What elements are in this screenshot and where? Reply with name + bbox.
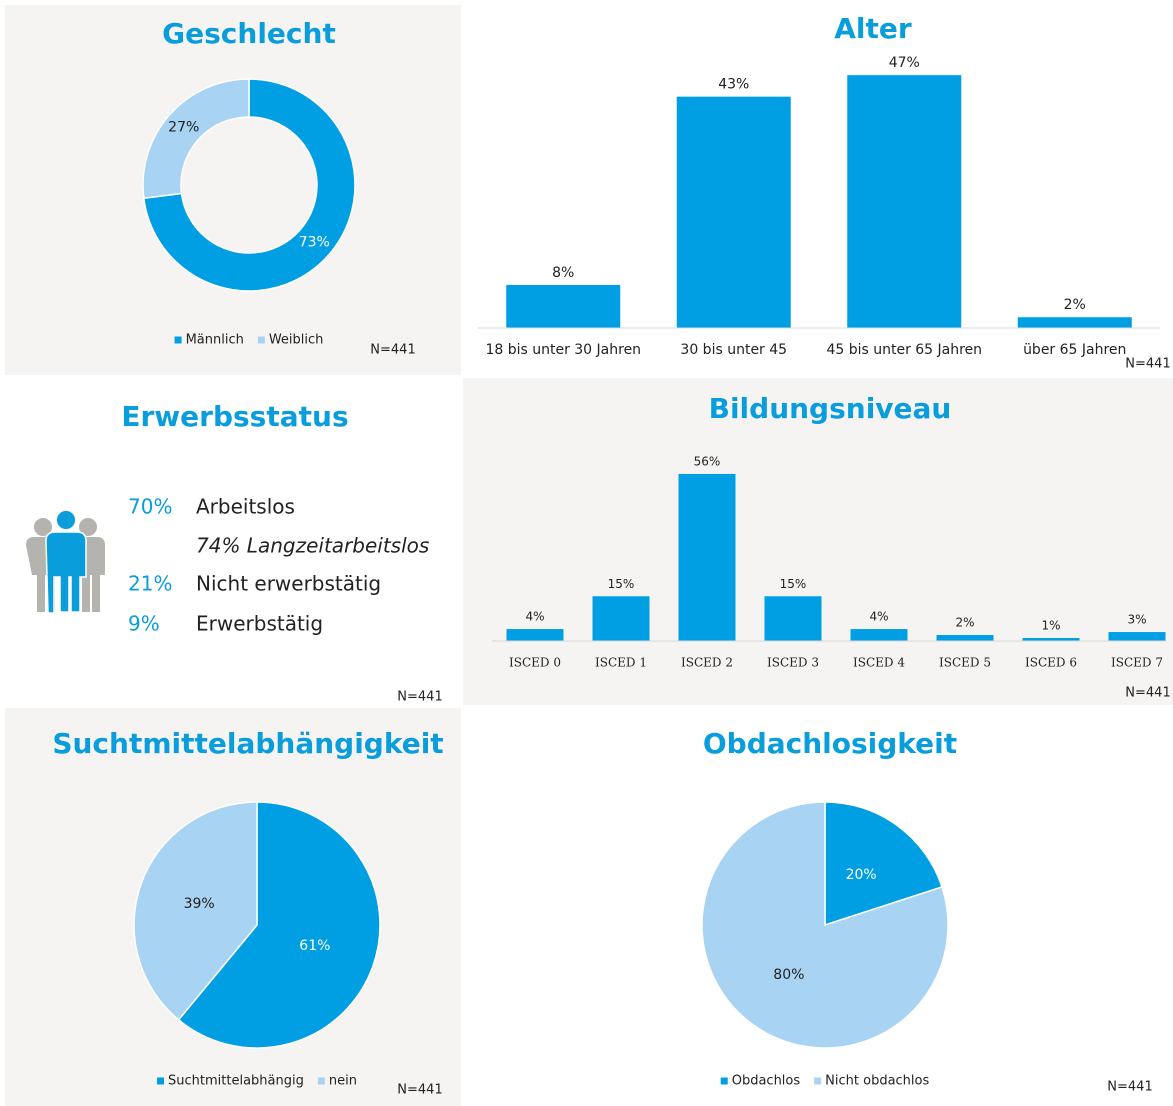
stat-label: Arbeitslos	[196, 495, 295, 519]
bar	[1022, 638, 1080, 641]
bar	[506, 284, 621, 328]
panel	[463, 378, 1173, 705]
slice	[177, 801, 381, 1049]
data-label: 8%	[552, 265, 574, 281]
bar	[592, 596, 650, 641]
stat-value: 9%	[128, 612, 160, 636]
legend-swatch	[317, 1077, 325, 1085]
x-tick-label: ISCED 1	[595, 656, 647, 670]
sample-note: N=441	[1107, 1080, 1152, 1095]
sample-note: N=441	[1125, 686, 1170, 701]
data-label: 4%	[525, 610, 544, 624]
x-tick-label: ISCED 4	[853, 656, 905, 670]
x-tick-label: 30 bis unter 45	[680, 342, 787, 358]
slice	[133, 801, 258, 1021]
bar	[764, 596, 822, 641]
data-label: 80%	[773, 967, 804, 983]
x-tick-label: über 65 Jahren	[1023, 342, 1126, 358]
x-tick-label: 45 bis unter 65 Jahren	[826, 342, 982, 358]
data-label: 47%	[889, 55, 920, 71]
data-label: 2%	[1064, 297, 1086, 313]
data-label: 3%	[1127, 613, 1146, 627]
legend-swatch	[720, 1077, 728, 1085]
legend-label: Männlich	[186, 333, 244, 348]
x-tick-label: ISCED 6	[1025, 656, 1077, 670]
chart-title: Alter	[834, 12, 912, 45]
x-tick-label: ISCED 3	[767, 656, 819, 670]
people-icon	[26, 510, 105, 614]
stat-value: 70%	[128, 495, 172, 519]
stat-label: Erwerbstätig	[196, 612, 323, 636]
panel-title: Erwerbsstatus	[121, 400, 348, 433]
data-label: 61%	[299, 938, 330, 954]
slice	[701, 801, 949, 1049]
x-tick-label: 18 bis unter 30 Jahren	[485, 342, 641, 358]
legend-label: Weiblich	[269, 333, 324, 348]
data-label: 27%	[168, 119, 199, 135]
data-label: 4%	[869, 610, 888, 624]
data-label: 20%	[846, 867, 877, 883]
bar	[850, 629, 908, 641]
bar	[847, 75, 962, 328]
bar	[1017, 317, 1132, 328]
slice	[824, 801, 943, 927]
chart-title: Geschlecht	[162, 17, 336, 50]
chart-title: Bildungsniveau	[709, 392, 952, 425]
x-tick-label: ISCED 5	[939, 656, 991, 670]
x-tick-label: ISCED 0	[509, 656, 561, 670]
bar	[936, 635, 994, 641]
legend-swatch	[814, 1077, 822, 1085]
data-label: 15%	[608, 577, 635, 591]
data-label: 15%	[780, 577, 807, 591]
slice	[142, 78, 250, 200]
data-label: 1%	[1041, 619, 1060, 633]
stat-value: 21%	[128, 572, 172, 596]
legend-swatch	[257, 336, 265, 344]
stat-label: Nicht erwerbstätig	[196, 572, 381, 596]
sample-note: N=441	[397, 1083, 442, 1098]
sample-note: N=441	[370, 343, 415, 358]
x-tick-label: ISCED 7	[1111, 656, 1163, 670]
data-label: 56%	[694, 454, 721, 468]
data-label: 43%	[718, 77, 749, 93]
panel	[5, 5, 461, 375]
bar	[676, 96, 791, 328]
legend-label: Suchtmittelabhängig	[168, 1074, 304, 1089]
sample-note: N=441	[1125, 357, 1170, 372]
chart-title: Suchtmittelabhängigkeit	[52, 727, 443, 760]
x-tick-label: ISCED 2	[681, 656, 733, 670]
data-label: 73%	[299, 235, 330, 251]
slice	[142, 78, 356, 292]
chart-title: Obdachlosigkeit	[703, 727, 957, 760]
bar	[678, 473, 736, 641]
legend-label: nein	[329, 1074, 357, 1089]
legend-label: Nicht obdachlos	[825, 1074, 929, 1089]
sample-note: N=441	[397, 690, 442, 705]
data-label: 2%	[955, 616, 974, 630]
legend-label: Obdachlos	[732, 1074, 801, 1089]
bar	[506, 629, 564, 641]
data-label: 39%	[184, 896, 215, 912]
bar	[1108, 632, 1166, 641]
legend-swatch	[174, 336, 182, 344]
stat-sub-label: 74% Langzeitarbeitslos	[196, 534, 429, 558]
legend-swatch	[157, 1077, 165, 1085]
